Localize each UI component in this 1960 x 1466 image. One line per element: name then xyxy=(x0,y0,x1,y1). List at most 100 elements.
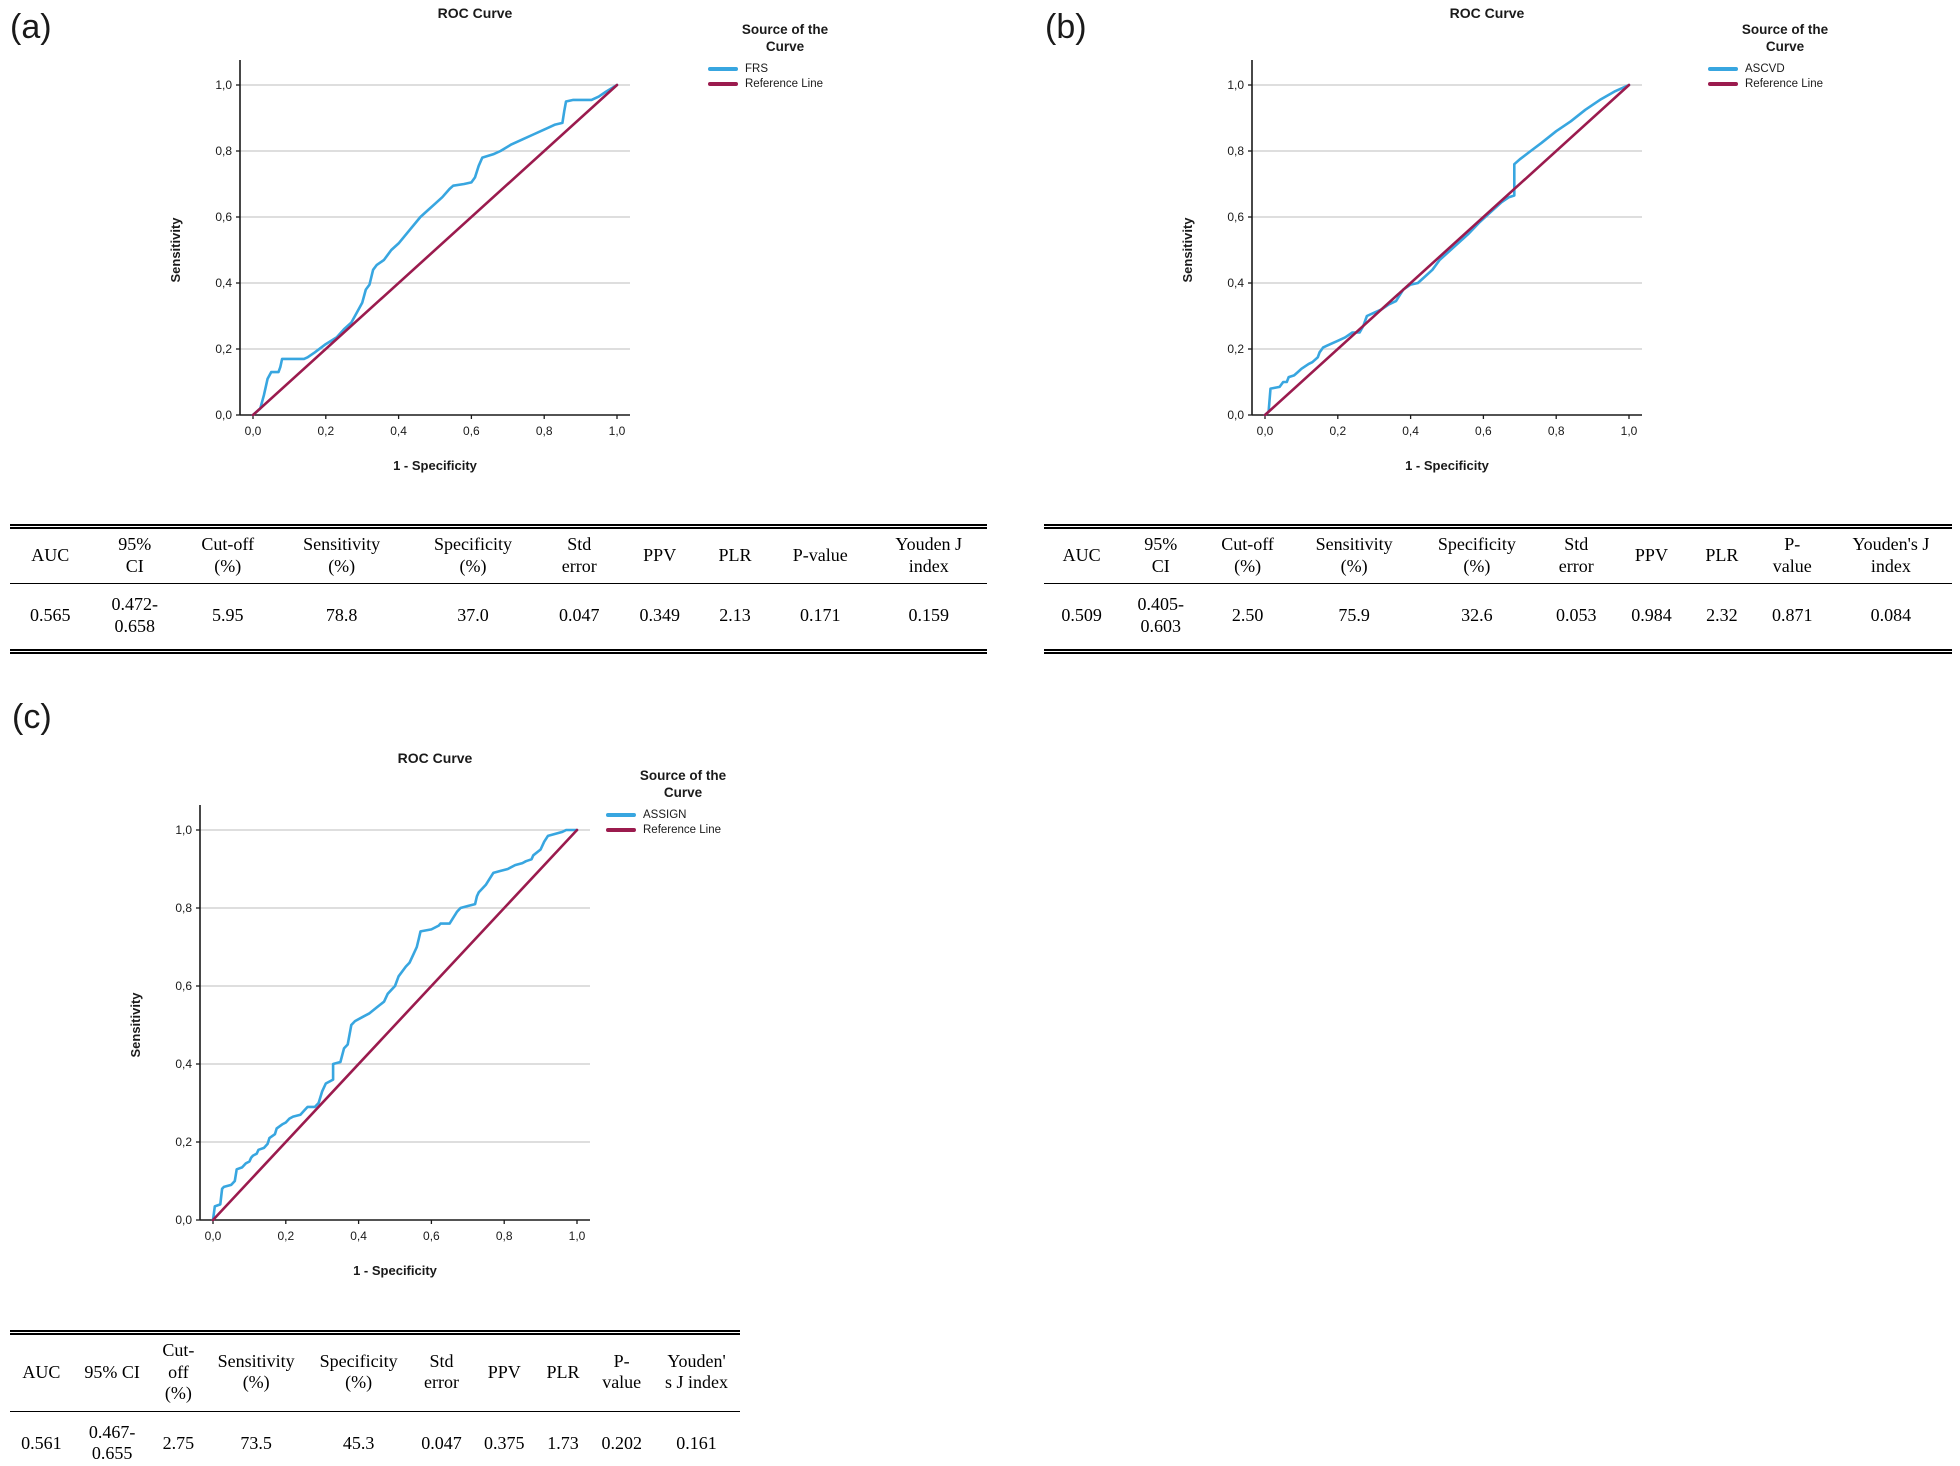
value-cell: 2.13 xyxy=(719,604,751,625)
legend-title: Source of the Curve xyxy=(639,768,727,800)
svg-text:0,4: 0,4 xyxy=(390,424,407,438)
header-cell: 95% CI xyxy=(90,526,180,585)
value-cell: 0.467- 0.655 xyxy=(88,1421,136,1464)
value-cell: 37.0 xyxy=(457,604,489,625)
svg-text:0,2: 0,2 xyxy=(277,1229,294,1243)
value-cell: 0.472- 0.658 xyxy=(111,594,159,636)
svg-text:0,2: 0,2 xyxy=(1227,342,1244,356)
svg-text:0,4: 0,4 xyxy=(1402,424,1419,438)
svg-text:0,2: 0,2 xyxy=(175,1135,192,1149)
svg-text:0,2: 0,2 xyxy=(1329,424,1346,438)
header-cell: Specificity (%) xyxy=(407,526,540,585)
value-cell: 75.9 xyxy=(1338,604,1370,625)
legend-title: Source of the Curve xyxy=(741,22,829,54)
svg-text:0,8: 0,8 xyxy=(175,901,192,915)
value-cell: 2.75 xyxy=(162,1432,195,1453)
svg-text:0,4: 0,4 xyxy=(175,1057,192,1071)
svg-text:1,0: 1,0 xyxy=(175,823,192,837)
svg-text:0,6: 0,6 xyxy=(175,979,192,993)
legend-label: FRS xyxy=(745,62,768,75)
value-cell: 0.561 xyxy=(21,1432,62,1453)
svg-text:0,8: 0,8 xyxy=(1227,144,1244,158)
svg-text:0,2: 0,2 xyxy=(215,342,232,356)
svg-text:0,0: 0,0 xyxy=(205,1229,222,1243)
svg-text:0,8: 0,8 xyxy=(536,424,553,438)
svg-text:1,0: 1,0 xyxy=(609,424,626,438)
ascvd-line-swatch xyxy=(1708,66,1738,71)
svg-text:ROC Curve: ROC Curve xyxy=(1450,5,1525,21)
table-row: 0.509 0.405- 0.603 2.50 75.9 32.6 0.053 … xyxy=(1044,584,1952,652)
value-cell: 2.32 xyxy=(1706,604,1738,625)
value-cell: 0.405- 0.603 xyxy=(1137,594,1184,636)
svg-text:0,0: 0,0 xyxy=(245,424,262,438)
table-row: 0.561 0.467- 0.655 2.75 73.5 45.3 0.047 … xyxy=(10,1411,740,1466)
svg-text:0,8: 0,8 xyxy=(215,144,232,158)
svg-text:ROC Curve: ROC Curve xyxy=(438,5,513,21)
svg-text:0,8: 0,8 xyxy=(496,1229,513,1243)
legend-item-reference: Reference Line xyxy=(708,78,870,90)
header-cell: Youden J index xyxy=(870,526,987,585)
roc-chart-a: 0,0 0,2 0,4 0,6 0,8 1,0 0,0 0,2 0,4 0,6 0,8 1,0 ROC … xyxy=(168,5,630,473)
svg-text:0,0: 0,0 xyxy=(1227,408,1244,422)
svg-text:Sensitivity: Sensitivity xyxy=(168,217,183,283)
value-cell: 0.349 xyxy=(639,604,680,625)
legend-label: Reference Line xyxy=(745,77,823,90)
header-cell: P- value xyxy=(1754,526,1830,585)
value-cell: 0.202 xyxy=(601,1432,642,1453)
legend-item-reference: Reference Line xyxy=(606,824,768,836)
header-cell: P- value xyxy=(590,1332,654,1412)
header-cell: Specificity (%) xyxy=(1415,526,1539,585)
header-cell: PLR xyxy=(699,526,771,585)
svg-text:0,0: 0,0 xyxy=(175,1213,192,1227)
value-cell: 0.509 xyxy=(1061,604,1102,625)
header-cell: PPV xyxy=(619,526,700,585)
value-cell: 2.50 xyxy=(1231,604,1264,625)
legend-a: Source of the Curve FRS Reference Line xyxy=(700,22,870,93)
header-cell: Sensitivity (%) xyxy=(276,526,408,585)
value-cell: 45.3 xyxy=(342,1432,375,1453)
legend-b: Source of the Curve ASCVD Reference Line xyxy=(1700,22,1870,93)
header-cell: Sensitivity (%) xyxy=(1293,526,1416,585)
header-cell: Cut- off (%) xyxy=(151,1332,206,1412)
svg-text:1,0: 1,0 xyxy=(1621,424,1638,438)
svg-text:Sensitivity: Sensitivity xyxy=(1180,217,1195,283)
header-cell: Specificity (%) xyxy=(307,1332,411,1412)
value-cell: 0.984 xyxy=(1631,604,1672,625)
header-cell: PPV xyxy=(1613,526,1690,585)
frs-line-swatch xyxy=(708,66,738,71)
svg-text:Sensitivity: Sensitivity xyxy=(128,992,143,1058)
header-cell: AUC xyxy=(10,526,91,585)
stats-table-b: AUC 95% CI Cut-off (%) Sensitivity (%) S… xyxy=(1044,524,1952,655)
legend-title: Source of the Curve xyxy=(1741,22,1829,54)
reference-line-swatch xyxy=(708,81,738,86)
header-cell: PLR xyxy=(535,1332,591,1412)
legend-label: ASCVD xyxy=(1745,62,1785,75)
legend-label: ASSIGN xyxy=(643,808,687,821)
table-header-row: AUC 95% CI Cut- off (%) Sensitivity (%) … xyxy=(10,1332,740,1412)
assign-line-swatch xyxy=(606,812,636,817)
table-row: 0.565 0.472- 0.658 5.95 78.8 37.0 0.047 … xyxy=(10,584,987,652)
table-header-row: AUC 95% CI Cut-off (%) Sensitivity (%) S… xyxy=(1044,526,1952,585)
panel-label-a: (a) xyxy=(10,8,52,46)
svg-text:0,0: 0,0 xyxy=(1257,424,1274,438)
value-cell: 0.053 xyxy=(1555,604,1597,625)
value-cell: 0.171 xyxy=(800,604,841,625)
value-cell: 0.047 xyxy=(421,1432,462,1453)
header-cell: Youden's J index xyxy=(1829,526,1952,585)
svg-text:1 - Specificity: 1 - Specificity xyxy=(393,458,478,473)
header-cell: Std error xyxy=(539,526,620,585)
svg-text:1,0: 1,0 xyxy=(1227,78,1244,92)
reference-line-swatch xyxy=(1708,81,1738,86)
roc-chart-c: 0,0 0,2 0,4 0,6 0,8 1,0 0,0 0,2 0,4 0,6 0,8 1,0 ROC … xyxy=(128,750,590,1278)
header-cell: Sensitivity (%) xyxy=(205,1332,308,1412)
panel-label-c: (c) xyxy=(12,698,52,736)
header-cell: PLR xyxy=(1689,526,1755,585)
svg-text:0,4: 0,4 xyxy=(1227,276,1244,290)
header-cell: Youden' s J index xyxy=(653,1332,740,1412)
value-cell: 0.159 xyxy=(908,604,949,625)
svg-text:0,6: 0,6 xyxy=(1475,424,1492,438)
legend-label: Reference Line xyxy=(1745,77,1823,90)
svg-text:0,4: 0,4 xyxy=(215,276,232,290)
stats-table-a: AUC 95% CI Cut-off (%) Sensitivity (%) S… xyxy=(10,524,987,655)
